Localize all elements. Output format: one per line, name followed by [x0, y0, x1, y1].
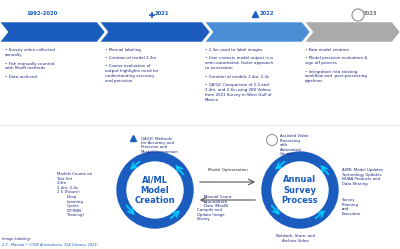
- Text: Image Labeling:: Image Labeling:: [2, 237, 31, 241]
- Text: QA/QC Methods
for Accuracy and
Precision and
Model Comparison: QA/QC Methods for Accuracy and Precision…: [141, 136, 178, 154]
- Text: • Manual labeling: • Manual labeling: [105, 48, 141, 52]
- Circle shape: [127, 162, 183, 218]
- Circle shape: [117, 152, 193, 228]
- Text: 2021: 2021: [155, 11, 169, 16]
- Text: AI/ML Model Updates
Technology Updates
NOAA Products and
Data Sharing: AI/ML Model Updates Technology Updates N…: [342, 168, 383, 186]
- Text: 2022: 2022: [260, 11, 274, 16]
- Text: 2023: 2023: [363, 11, 377, 16]
- Circle shape: [272, 162, 328, 218]
- Polygon shape: [205, 22, 310, 42]
- Polygon shape: [305, 22, 400, 42]
- Text: • Coarse evaluation of
output highlights need for
understanding accuracy
and pre: • Coarse evaluation of output highlights…: [105, 64, 158, 83]
- Text: Deep
Learning
Cycles
(CFRNN
Training): Deep Learning Cycles (CFRNN Training): [67, 195, 84, 217]
- Text: • 2.3m used to label images: • 2.3m used to label images: [205, 48, 262, 52]
- Text: • QA/QC Comparison of 2.3 and
2.4m, and 2.4s using 280 Videos
from 2021 Survey i: • QA/QC Comparison of 2.3 and 2.4m, and …: [205, 83, 272, 102]
- Text: • Integration into existing
workflow and  post-processing
pipelines: • Integration into existing workflow and…: [305, 69, 367, 83]
- Text: 2.3 - Manual (~170K Annotations, 154 Classes, 2021): 2.3 - Manual (~170K Annotations, 154 Cla…: [2, 243, 98, 247]
- Text: • Survey video collected
annually: • Survey video collected annually: [5, 48, 55, 57]
- Circle shape: [266, 134, 278, 145]
- Text: Models Counts on
Test Set
2.3m
2.4m, 2.4s
2.5 (Future): Models Counts on Test Set 2.3m 2.4m, 2.4…: [57, 172, 92, 194]
- Text: • Data archived: • Data archived: [5, 75, 37, 79]
- Text: AI/ML
Model
Creation: AI/ML Model Creation: [135, 175, 175, 205]
- Text: Survey
Planning
and
Execution: Survey Planning and Execution: [342, 198, 361, 216]
- Text: Compile and
Update Image
Library: Compile and Update Image Library: [197, 208, 225, 221]
- Text: 1992-2020: 1992-2020: [26, 11, 58, 16]
- Text: • New model creation: • New model creation: [305, 48, 349, 52]
- Text: • Creation of models 2.4m, 2.4s: • Creation of models 2.4m, 2.4s: [205, 75, 269, 79]
- Polygon shape: [0, 22, 105, 42]
- Circle shape: [352, 9, 364, 21]
- Text: • Model precision evaluation &
sign off process: • Model precision evaluation & sign off …: [305, 56, 368, 65]
- Text: • Fish manually counted
with MaxN methods: • Fish manually counted with MaxN method…: [5, 62, 54, 70]
- Text: Manual Count
Groundtruth
Data (MaxN): Manual Count Groundtruth Data (MaxN): [204, 195, 231, 208]
- Text: Network, Store, and
Archive Video: Network, Store, and Archive Video: [276, 234, 314, 243]
- Text: Model Optimization: Model Optimization: [208, 168, 248, 172]
- Text: • Creation of model 2.3m: • Creation of model 2.3m: [105, 56, 156, 60]
- Text: • User corrects model output in a
semi-automated, faster approach
to annotation: • User corrects model output in a semi-a…: [205, 56, 273, 70]
- Text: Assisted Video
Processing
with
Automated
Counts: Assisted Video Processing with Automated…: [280, 134, 308, 156]
- Text: Annual
Survey
Process: Annual Survey Process: [282, 175, 318, 205]
- Polygon shape: [100, 22, 210, 42]
- Circle shape: [262, 152, 338, 228]
